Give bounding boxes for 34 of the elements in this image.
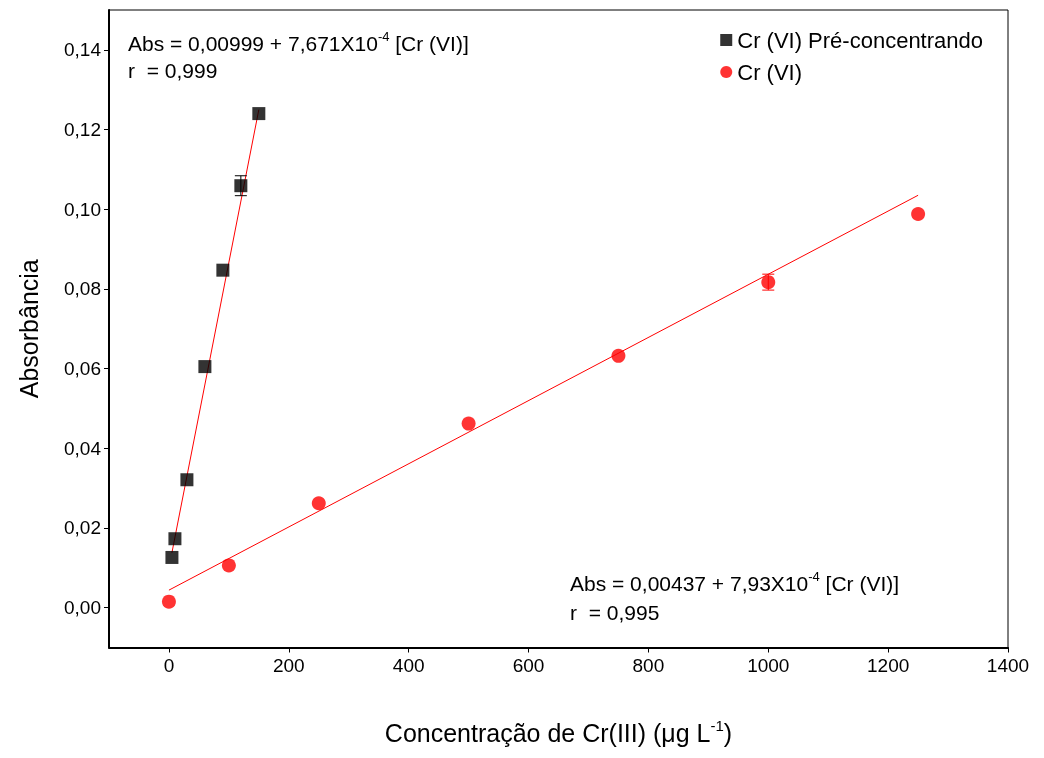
y-axis-title: Absorbância [14, 259, 43, 399]
point [911, 207, 926, 221]
y-tick-label: 0,06 [64, 358, 101, 380]
y-tick-label: 0,00 [64, 597, 101, 619]
legend-label: Cr (VI) [737, 59, 803, 85]
x-tick-label: 200 [272, 654, 305, 676]
point [165, 550, 179, 564]
legend-label: Cr (VI) Pré-concentrando [737, 27, 984, 53]
x-tick-label: 400 [392, 654, 425, 676]
annotation: r = 0,999 [128, 59, 218, 82]
y-tick-label: 0,04 [64, 437, 102, 459]
point [461, 416, 476, 431]
y-tick-label: 0,10 [64, 198, 101, 220]
point [168, 532, 182, 546]
x-tick-label: 1200 [866, 654, 910, 676]
point [198, 360, 212, 374]
point [252, 107, 266, 121]
point [180, 473, 194, 487]
point [311, 496, 326, 511]
x-tick-label: 600 [512, 654, 545, 676]
point [161, 594, 176, 609]
point [216, 263, 230, 277]
x-tick-label: 1000 [747, 654, 790, 676]
y-tick-label: 0,12 [64, 119, 101, 141]
point [611, 348, 626, 363]
y-tick-label: 0,14 [64, 39, 102, 61]
point [234, 179, 248, 193]
annotation: r = 0,995 [570, 601, 660, 624]
point [221, 558, 236, 573]
x-tick-label: 0 [163, 654, 175, 676]
x-tick-label: 800 [632, 654, 665, 676]
y-tick-label: 0,02 [64, 517, 101, 539]
y-tick-label: 0,08 [64, 278, 101, 300]
x-tick-label: 1400 [986, 654, 1030, 676]
